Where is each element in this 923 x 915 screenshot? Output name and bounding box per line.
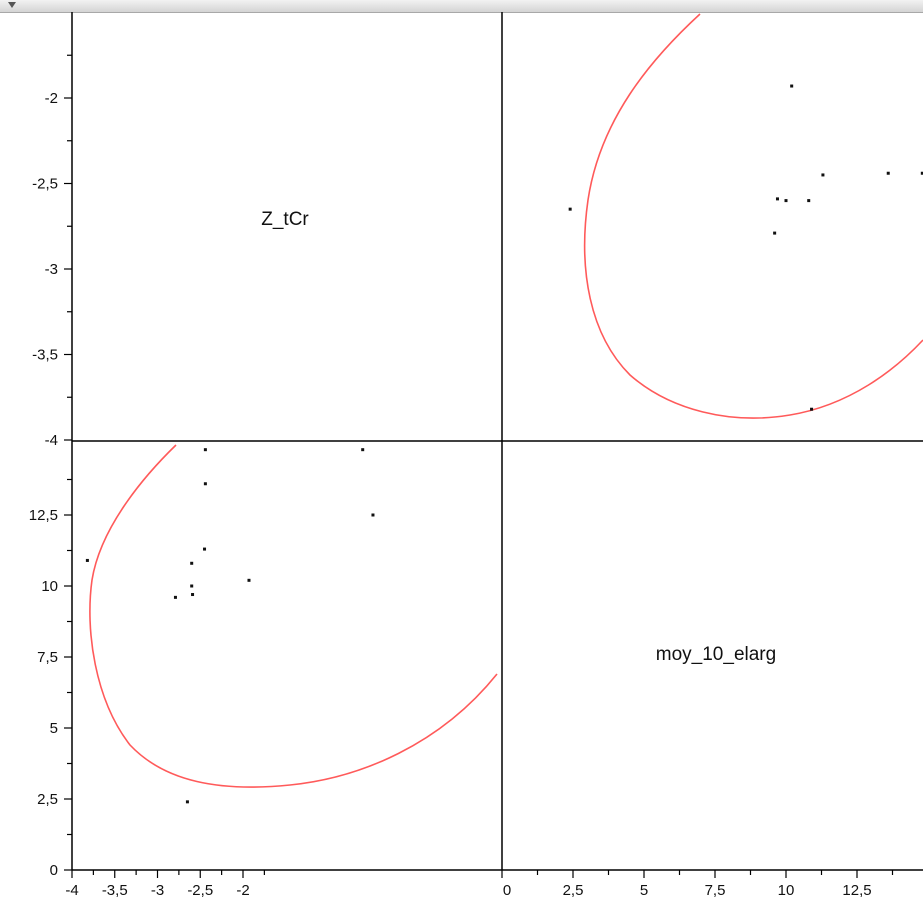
- y-tick-label: 10: [41, 578, 58, 595]
- data-point: [568, 207, 572, 211]
- y-tick-label: -4: [45, 432, 58, 449]
- y-tick-label: -3,5: [32, 347, 58, 364]
- data-point: [85, 558, 89, 562]
- x-tick-label: 7,5: [705, 882, 726, 899]
- y-tick-label: -2: [45, 90, 58, 107]
- data-point: [191, 593, 195, 597]
- x-tick-label: 10: [778, 882, 795, 899]
- data-point: [784, 199, 788, 203]
- x-tick-label: 0: [503, 882, 511, 899]
- x-tick-label: -4: [65, 882, 78, 899]
- data-point: [361, 448, 365, 452]
- disclosure-triangle-icon[interactable]: [8, 2, 16, 8]
- data-point: [203, 482, 207, 486]
- data-point: [920, 171, 923, 175]
- scatter-points-upper-right: [568, 84, 923, 411]
- y-tick-label: 7,5: [37, 649, 58, 666]
- data-point: [807, 199, 811, 203]
- y-tick-label: -2,5: [32, 176, 58, 193]
- confidence-ellipse-upper-right: [583, 13, 923, 419]
- variable-label-z-tcr: Z_tCr: [261, 209, 309, 230]
- data-point: [203, 547, 207, 551]
- y-tick-label: 2,5: [37, 791, 58, 808]
- data-point: [810, 407, 814, 411]
- data-point: [247, 578, 251, 582]
- scatter-points-lower-left: [85, 448, 375, 804]
- confidence-ellipse-lower-left: [89, 444, 498, 788]
- x-tick-label: 5: [640, 882, 648, 899]
- data-point: [821, 173, 825, 177]
- data-point: [173, 595, 177, 599]
- x-tick-label: 2,5: [563, 882, 584, 899]
- axis-ticks: [64, 54, 894, 878]
- x-tick-label: 12,5: [842, 882, 871, 899]
- data-point: [775, 197, 779, 201]
- y-tick-label: 0: [50, 862, 58, 879]
- data-point: [886, 171, 890, 175]
- axis-tick-labels: -4 -3,5 -3 -2,5 -2 0 2,5 5 7,5 10 12,5 -2 -2,5 -3 -3,5…: [29, 90, 872, 899]
- y-tick-label: 5: [50, 720, 58, 737]
- x-tick-label: -3,5: [102, 882, 128, 899]
- data-point: [190, 584, 194, 588]
- variable-label-moy-10-elarg: moy_10_elarg: [656, 644, 776, 665]
- data-point: [203, 448, 207, 452]
- y-tick-label: -3: [45, 261, 58, 278]
- y-tick-label: 12,5: [29, 507, 58, 524]
- data-point: [190, 561, 194, 565]
- x-tick-label: -3: [151, 882, 164, 899]
- x-tick-label: -2: [236, 882, 249, 899]
- data-point: [371, 513, 375, 517]
- data-point: [185, 800, 189, 804]
- data-point: [773, 231, 777, 235]
- window-title-bar: [0, 0, 923, 13]
- x-tick-label: -2,5: [187, 882, 213, 899]
- data-point: [790, 84, 794, 88]
